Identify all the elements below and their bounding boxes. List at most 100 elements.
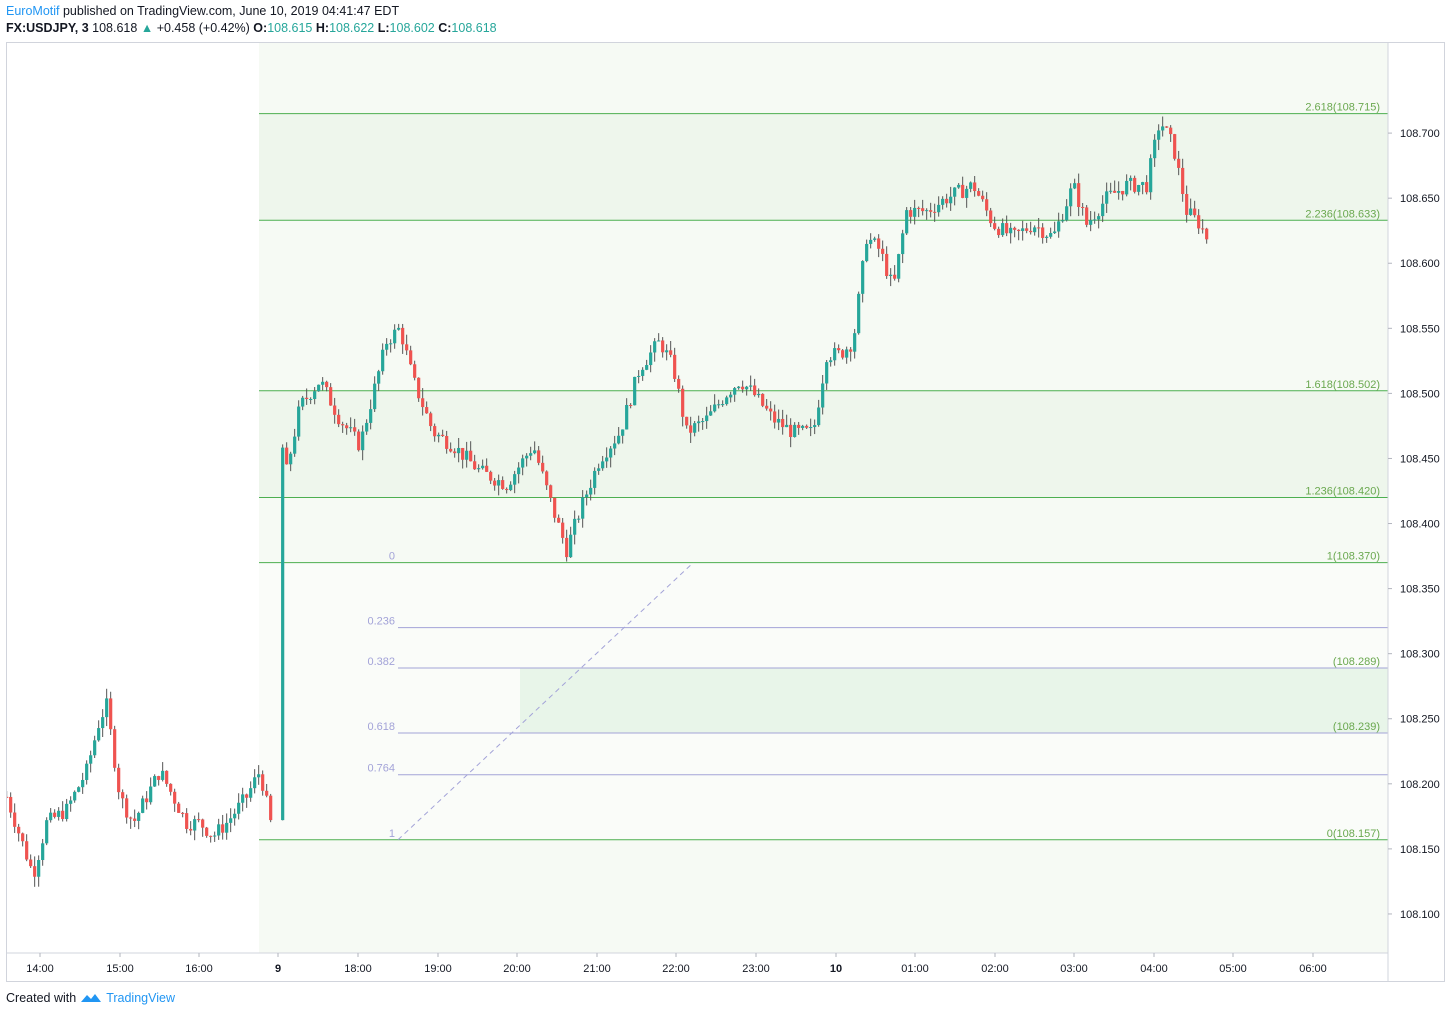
price-chart[interactable]: 2.618(108.715) 2.236(108.633) 1.618(108.50… [6, 42, 1445, 982]
candle [69, 796, 73, 812]
candle-body [429, 413, 433, 427]
candle [1185, 185, 1189, 223]
candle [1057, 212, 1061, 238]
candle-body [185, 813, 189, 829]
candle-body [773, 411, 777, 423]
candle [605, 447, 609, 468]
candle-body [1085, 207, 1089, 225]
candle [137, 811, 141, 830]
candle-body [1185, 194, 1189, 215]
candle [953, 187, 957, 206]
candle [433, 423, 437, 442]
candle-body [1121, 190, 1125, 195]
candle-body [789, 424, 793, 438]
candle-body [893, 274, 897, 279]
candle-body [1021, 228, 1025, 232]
candle [545, 470, 549, 490]
candle [217, 818, 221, 840]
candle-body [297, 406, 301, 437]
candle-body [201, 819, 205, 828]
candle [377, 369, 381, 392]
candle-body [1177, 158, 1181, 168]
candle-body [381, 349, 385, 372]
publisher-link[interactable]: EuroMotif [6, 4, 60, 18]
candle-body [937, 204, 941, 213]
candle [741, 380, 745, 393]
time-tick-label: 06:00 [1299, 963, 1327, 975]
candle-body [925, 210, 929, 212]
candle [653, 338, 657, 362]
candle [857, 291, 861, 335]
candle [1021, 220, 1025, 241]
candle [309, 397, 313, 405]
time-tick-label: 23:00 [742, 963, 770, 975]
candle [897, 253, 901, 283]
candle-body [981, 195, 985, 200]
candle-body [45, 820, 49, 844]
candle-body [885, 253, 889, 277]
candle [97, 720, 101, 742]
tradingview-brand[interactable]: TradingView [106, 991, 175, 1005]
candle [845, 346, 849, 364]
candle-body [129, 817, 133, 819]
candle-body [1009, 227, 1013, 234]
candle [849, 347, 853, 362]
candle-body [985, 199, 989, 211]
candle-body [845, 349, 849, 358]
candle-body [585, 494, 589, 498]
candle-body [485, 465, 489, 472]
candle-body [345, 425, 349, 429]
time-tick-label: 03:00 [1060, 963, 1088, 975]
candle-body [465, 450, 469, 460]
candle [453, 448, 457, 458]
candle [317, 384, 321, 392]
candle [169, 783, 173, 796]
candle [621, 429, 625, 444]
symbol-label[interactable]: FX:USDJPY, 3 [6, 21, 89, 35]
candle [1173, 133, 1177, 161]
candle-body [177, 803, 181, 813]
candle [517, 462, 521, 484]
candle [1141, 181, 1145, 195]
candle [13, 803, 17, 833]
candle-body [881, 248, 885, 254]
candle [821, 374, 825, 415]
candle-body [337, 414, 341, 425]
candle-body [1081, 206, 1085, 208]
candle-body [869, 239, 873, 244]
price-axis[interactable]: 108.700 108.650 108.600 108.550 108.500 108.4… [1388, 128, 1440, 921]
candle [197, 812, 201, 823]
candle-body [1013, 227, 1017, 230]
candle [281, 444, 285, 821]
candle-body [149, 786, 153, 803]
candle-body [21, 833, 25, 842]
time-axis[interactable]: 14:00 15:00 16:00 9 18:00 19:00 20:00 21:00 22:0… [26, 953, 1327, 975]
candle-body [645, 365, 649, 370]
candle-body [813, 425, 817, 428]
candle [177, 801, 181, 813]
candle [1001, 218, 1005, 237]
candle [393, 324, 397, 349]
candle-body [173, 791, 177, 804]
candle-body [665, 350, 669, 353]
candle-body [293, 436, 297, 454]
candle-body [745, 386, 749, 390]
candle-body [393, 329, 397, 344]
candle-body [721, 404, 725, 406]
candle-body [669, 350, 673, 355]
candle-body [673, 354, 677, 379]
candle [233, 808, 237, 826]
candle-body [1049, 233, 1053, 237]
candle-body [125, 798, 129, 818]
candle [129, 816, 133, 829]
candle [1129, 175, 1133, 191]
candle-body [321, 381, 325, 385]
candle-body [397, 327, 401, 330]
candle [189, 821, 193, 836]
candle [553, 497, 557, 523]
candle [241, 787, 245, 812]
candle-body [853, 333, 857, 352]
candle [81, 772, 85, 794]
candle-body [197, 819, 201, 821]
candle-body [725, 397, 729, 405]
